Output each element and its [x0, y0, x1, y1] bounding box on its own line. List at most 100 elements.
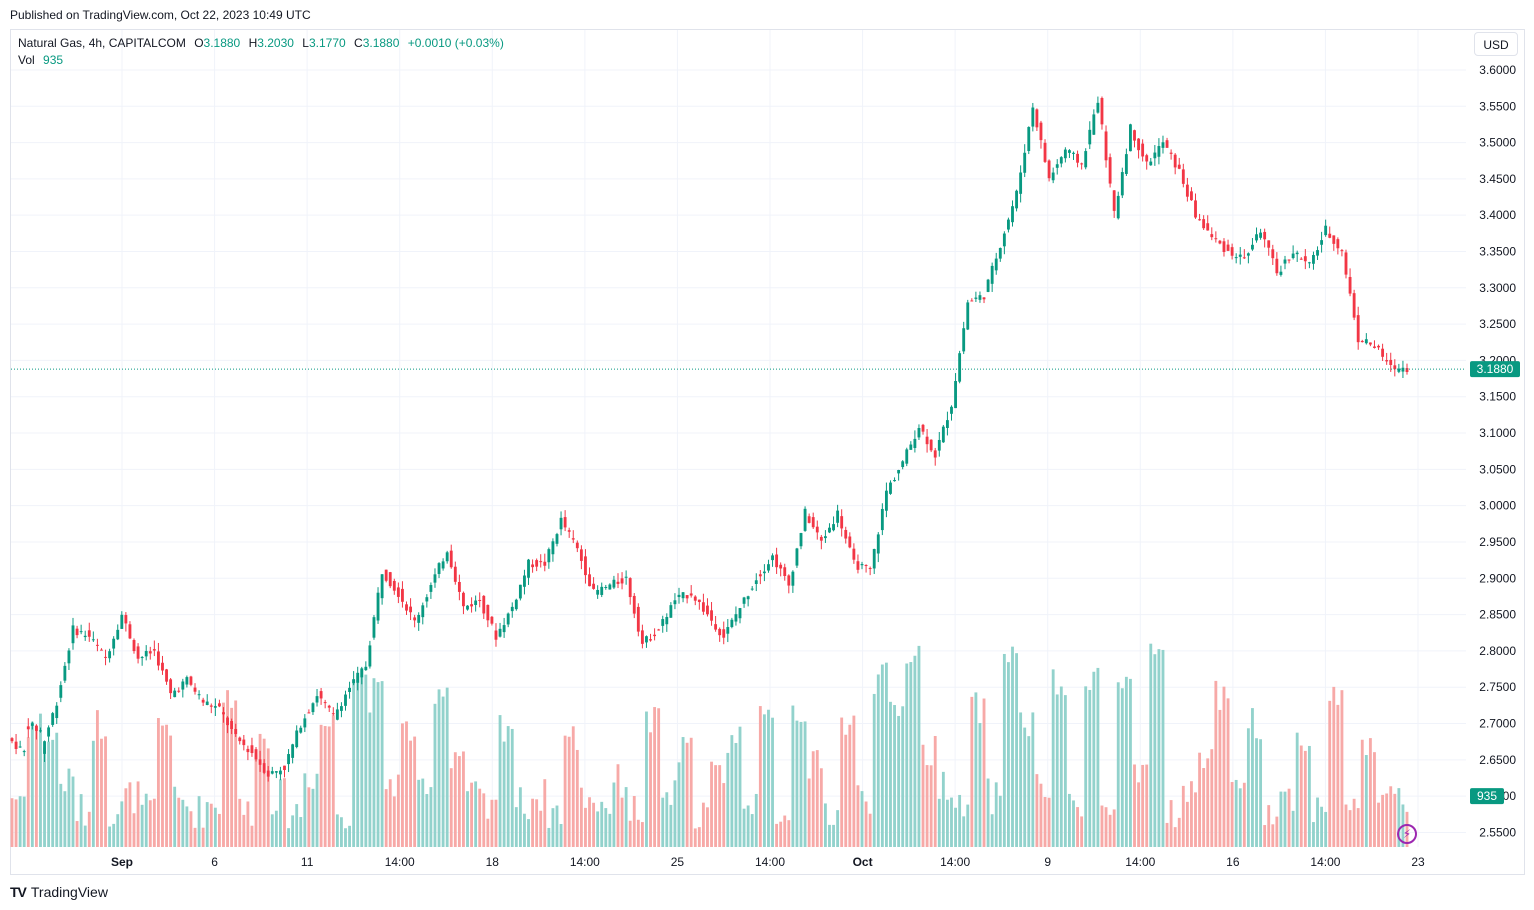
lightning-icon[interactable]: ⚡ — [1397, 824, 1417, 844]
candle-body — [962, 328, 966, 352]
volume-bar — [819, 768, 823, 847]
volume-bar — [368, 712, 372, 847]
volume-bar — [941, 771, 945, 847]
volume-bar — [661, 797, 665, 847]
candle-body — [161, 662, 164, 671]
candle-body — [140, 657, 144, 659]
candle-body — [539, 561, 543, 563]
candle-body — [311, 703, 315, 713]
candle-body — [547, 549, 551, 563]
volume-bar — [18, 796, 22, 847]
volume-bar — [567, 736, 571, 847]
candle-body — [348, 687, 351, 692]
volume-bar — [799, 721, 803, 847]
candle-body — [1295, 252, 1299, 255]
candle-body — [181, 681, 185, 690]
volume-bar — [242, 814, 246, 847]
candle-body — [486, 604, 490, 621]
candle-body — [189, 676, 193, 685]
candle-body — [55, 705, 59, 719]
volume-bar — [718, 765, 722, 847]
candle-body — [929, 439, 933, 451]
candle-body — [758, 574, 762, 577]
candle-body — [950, 406, 953, 414]
candle-body — [738, 608, 742, 619]
candle-body — [63, 665, 67, 681]
candle-body — [876, 534, 880, 554]
candle-body — [51, 713, 55, 725]
volume-bar — [254, 754, 258, 847]
candle-body — [1031, 107, 1035, 127]
volume-bar — [140, 804, 144, 847]
volume-bar — [893, 705, 896, 847]
candle-body — [246, 748, 250, 753]
currency-button[interactable]: USD — [1474, 32, 1518, 56]
candle-body — [1283, 259, 1287, 264]
candle-body — [1210, 234, 1214, 238]
candle-body — [87, 630, 91, 637]
candle-body — [250, 745, 254, 754]
candle-body — [433, 574, 437, 583]
candle-body — [917, 428, 921, 438]
volume-bar — [270, 814, 274, 847]
volume-bar — [1255, 738, 1258, 847]
candle-body — [396, 587, 400, 597]
volume-bar — [364, 674, 368, 847]
volume-bar — [132, 813, 136, 847]
volume-bar — [726, 752, 730, 847]
volume-bar — [665, 792, 669, 847]
legend-close-value: 3.1880 — [362, 36, 400, 50]
candle-body — [1340, 250, 1344, 252]
volume-bar — [144, 793, 148, 847]
volume-bar — [775, 823, 779, 847]
volume-bar — [55, 732, 59, 847]
candle-body — [954, 380, 957, 409]
candle-body — [1002, 233, 1006, 247]
volume-bar — [87, 811, 91, 847]
candle-body — [901, 461, 905, 468]
volume-bar — [327, 726, 331, 847]
volume-bar — [730, 735, 734, 847]
volume-bar — [640, 822, 644, 847]
volume-bar — [262, 738, 266, 847]
candle-body — [579, 549, 583, 561]
candle-body — [832, 524, 835, 531]
volume-bar — [384, 789, 388, 847]
volume-bar — [722, 783, 726, 847]
candle-body — [970, 300, 974, 302]
volume-bar — [762, 714, 766, 847]
candle-body — [710, 610, 713, 621]
y-tick-label: 3.1000 — [1479, 426, 1516, 440]
candle-body — [1336, 239, 1340, 249]
last-price-line: 3.1880 935 — [11, 361, 1520, 805]
volume-bar — [998, 795, 1002, 847]
volume-bar — [921, 744, 925, 847]
volume-bar — [579, 787, 583, 847]
candle-body — [523, 575, 526, 587]
volume-bar — [445, 687, 449, 847]
candle-body — [1181, 169, 1185, 184]
volume-bar — [596, 811, 600, 847]
candle-body — [799, 533, 803, 547]
candle-body — [677, 594, 681, 598]
volume-bar — [710, 761, 713, 847]
candle-body — [714, 624, 718, 630]
candle-body — [1275, 258, 1279, 274]
volume-bar — [1385, 793, 1389, 847]
candle-body — [750, 588, 754, 590]
candle-body — [413, 617, 417, 621]
volume-bar — [669, 804, 673, 847]
volume-bar — [612, 782, 616, 847]
candle-body — [1027, 127, 1031, 152]
volume-bar — [71, 776, 75, 847]
chart-frame[interactable] — [10, 29, 1525, 875]
candle-body — [669, 605, 673, 618]
candle-body — [803, 508, 807, 531]
last-volume-badge — [1470, 788, 1504, 805]
volume-bar — [880, 664, 884, 847]
volume-bar — [783, 815, 787, 847]
candle-body — [1059, 157, 1063, 164]
footer-brand[interactable]: TV TradingView — [10, 884, 108, 900]
candle-body — [535, 560, 539, 567]
